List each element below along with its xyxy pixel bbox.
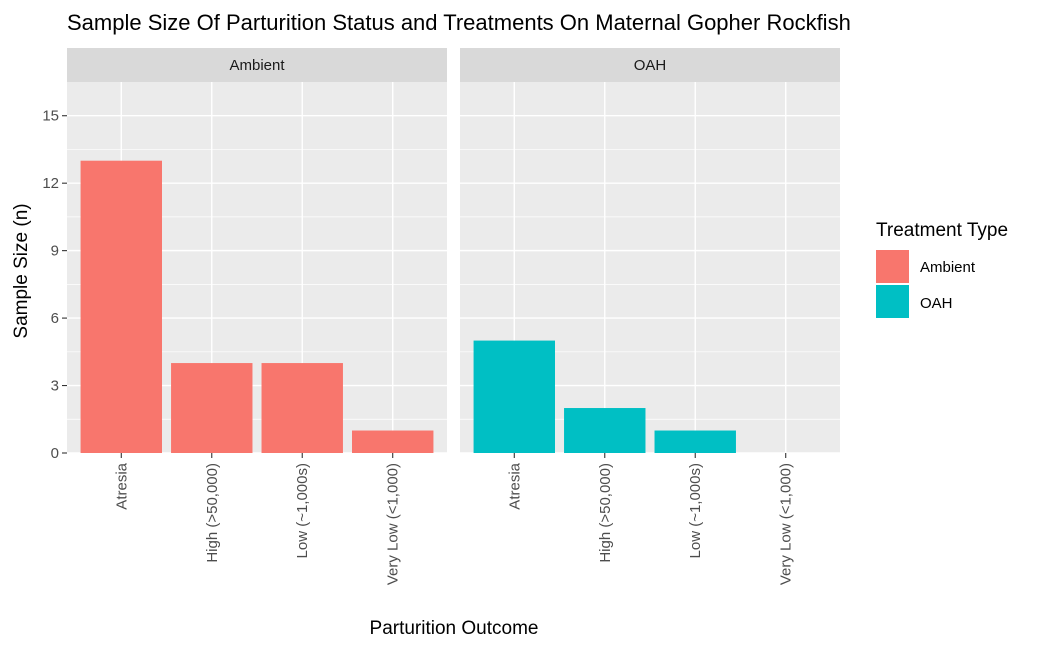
- legend-label-ambient: Ambient: [920, 259, 976, 276]
- x-tick-label: Very Low (<1,000): [385, 463, 402, 585]
- x-tick-label: Atresia: [506, 462, 523, 509]
- bar-ambient-low-1-000s: [261, 363, 343, 453]
- x-tick-label: High (>50,000): [204, 463, 221, 563]
- facet-panel-ambient: Ambient Atresia High (>50,000) Low (~1,000s…: [67, 48, 447, 585]
- legend-label-oah: OAH: [920, 295, 953, 312]
- legend: Treatment Type Ambient OAH: [876, 220, 1008, 318]
- bar-ambient-very-low-1-000: [352, 430, 434, 453]
- chart-title: Sample Size Of Parturition Status and Tr…: [67, 10, 851, 35]
- bar-ambient-atresia: [80, 160, 162, 454]
- y-tick-label: 15: [42, 108, 59, 125]
- x-axis-title: Parturition Outcome: [370, 618, 539, 639]
- facet-strip: [460, 48, 840, 82]
- facet-panels: Ambient Atresia High (>50,000) Low (~1,000s…: [42, 48, 840, 585]
- y-tick-label: 12: [42, 175, 59, 192]
- facet-strip: [67, 48, 447, 82]
- facet-strip-label: OAH: [634, 57, 667, 74]
- bar-oah-low-1-000s: [654, 430, 736, 453]
- x-tick-label: Atresia: [113, 462, 130, 509]
- x-tick-label: High (>50,000): [597, 463, 614, 563]
- legend-title: Treatment Type: [876, 220, 1008, 241]
- x-tick-label: Low (~1,000s): [294, 463, 311, 558]
- y-tick-label: 6: [51, 310, 59, 327]
- bar-oah-atresia: [473, 340, 555, 453]
- facet-strip-label: Ambient: [229, 57, 285, 74]
- legend-key-ambient: [876, 250, 909, 283]
- bar-oah-high-50-000: [564, 408, 646, 453]
- y-tick-label: 0: [51, 445, 59, 462]
- x-tick-label: Very Low (<1,000): [778, 463, 795, 585]
- facet-panel-oah: OAH Atresia High (>50,000) Low (~1,000s) Ver…: [460, 48, 840, 585]
- legend-key-oah: [876, 285, 909, 318]
- y-axis-title: Sample Size (n): [11, 203, 32, 338]
- y-tick-label: 9: [51, 243, 59, 260]
- x-tick-label: Low (~1,000s): [687, 463, 704, 558]
- y-tick-label: 3: [51, 378, 59, 395]
- bar-ambient-high-50-000: [171, 363, 253, 453]
